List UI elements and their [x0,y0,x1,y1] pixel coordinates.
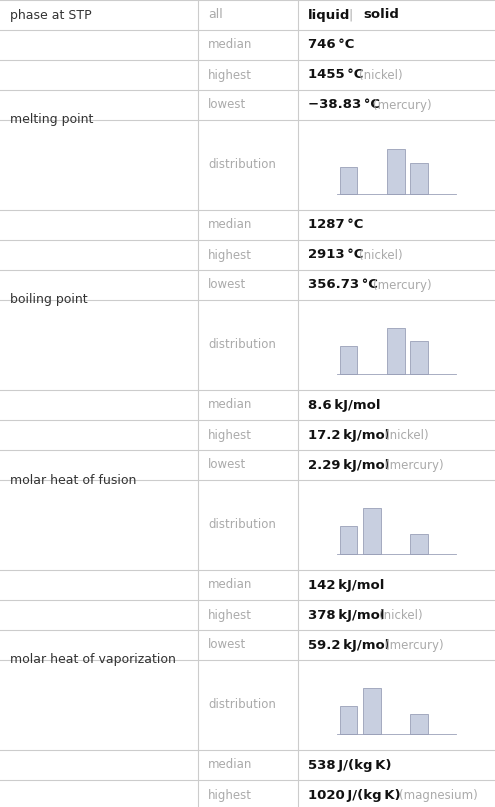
Text: 1455 °C: 1455 °C [308,69,363,82]
Bar [410,713,428,734]
Text: molar heat of fusion: molar heat of fusion [10,474,137,487]
Text: (nickel): (nickel) [359,69,403,82]
Text: highest: highest [208,429,252,441]
Text: 142 kJ/mol: 142 kJ/mol [308,579,385,592]
Text: melting point: melting point [10,114,94,127]
Text: median: median [208,39,252,52]
Text: median: median [208,219,252,232]
Text: highest: highest [208,69,252,82]
Bar [410,341,428,374]
Text: highest: highest [208,249,252,261]
Text: liquid: liquid [308,9,350,22]
Text: distribution: distribution [208,699,276,712]
Text: lowest: lowest [208,458,246,471]
Text: (mercury): (mercury) [386,638,444,651]
Text: lowest: lowest [208,98,246,111]
Bar [410,163,428,194]
Text: distribution: distribution [208,158,276,172]
Text: molar heat of vaporization: molar heat of vaporization [10,654,176,667]
Text: solid: solid [363,9,399,22]
Bar [363,688,381,734]
Bar [340,526,357,554]
Bar [340,706,357,734]
Text: 8.6 kJ/mol: 8.6 kJ/mol [308,399,381,412]
Text: median: median [208,579,252,592]
Text: (nickel): (nickel) [379,608,423,621]
Text: (magnesium): (magnesium) [398,788,477,801]
Text: 1020 J/(kg K): 1020 J/(kg K) [308,788,400,801]
Text: (mercury): (mercury) [373,98,431,111]
Text: 2913 °C: 2913 °C [308,249,363,261]
Text: (nickel): (nickel) [386,429,429,441]
Text: (mercury): (mercury) [386,458,444,471]
Text: (mercury): (mercury) [373,278,431,291]
Bar [363,508,381,554]
Text: |: | [348,9,352,22]
Text: median: median [208,399,252,412]
Text: 2.29 kJ/mol: 2.29 kJ/mol [308,458,390,471]
Text: −38.83 °C: −38.83 °C [308,98,380,111]
Text: distribution: distribution [208,338,276,352]
Text: 746 °C: 746 °C [308,39,354,52]
Text: highest: highest [208,608,252,621]
Text: 1287 °C: 1287 °C [308,219,363,232]
Text: 538 J/(kg K): 538 J/(kg K) [308,759,392,771]
Bar [340,346,357,374]
Text: 59.2 kJ/mol: 59.2 kJ/mol [308,638,390,651]
Text: 17.2 kJ/mol: 17.2 kJ/mol [308,429,390,441]
Bar [387,328,404,374]
Text: all: all [208,9,223,22]
Text: boiling point: boiling point [10,294,88,307]
Bar [410,533,428,554]
Bar [340,168,357,194]
Text: lowest: lowest [208,638,246,651]
Text: highest: highest [208,788,252,801]
Text: phase at STP: phase at STP [10,9,92,22]
Text: 356.73 °C: 356.73 °C [308,278,378,291]
Text: 378 kJ/mol: 378 kJ/mol [308,608,385,621]
Text: median: median [208,759,252,771]
Text: (nickel): (nickel) [359,249,403,261]
Bar [387,149,404,194]
Text: lowest: lowest [208,278,246,291]
Text: distribution: distribution [208,519,276,532]
